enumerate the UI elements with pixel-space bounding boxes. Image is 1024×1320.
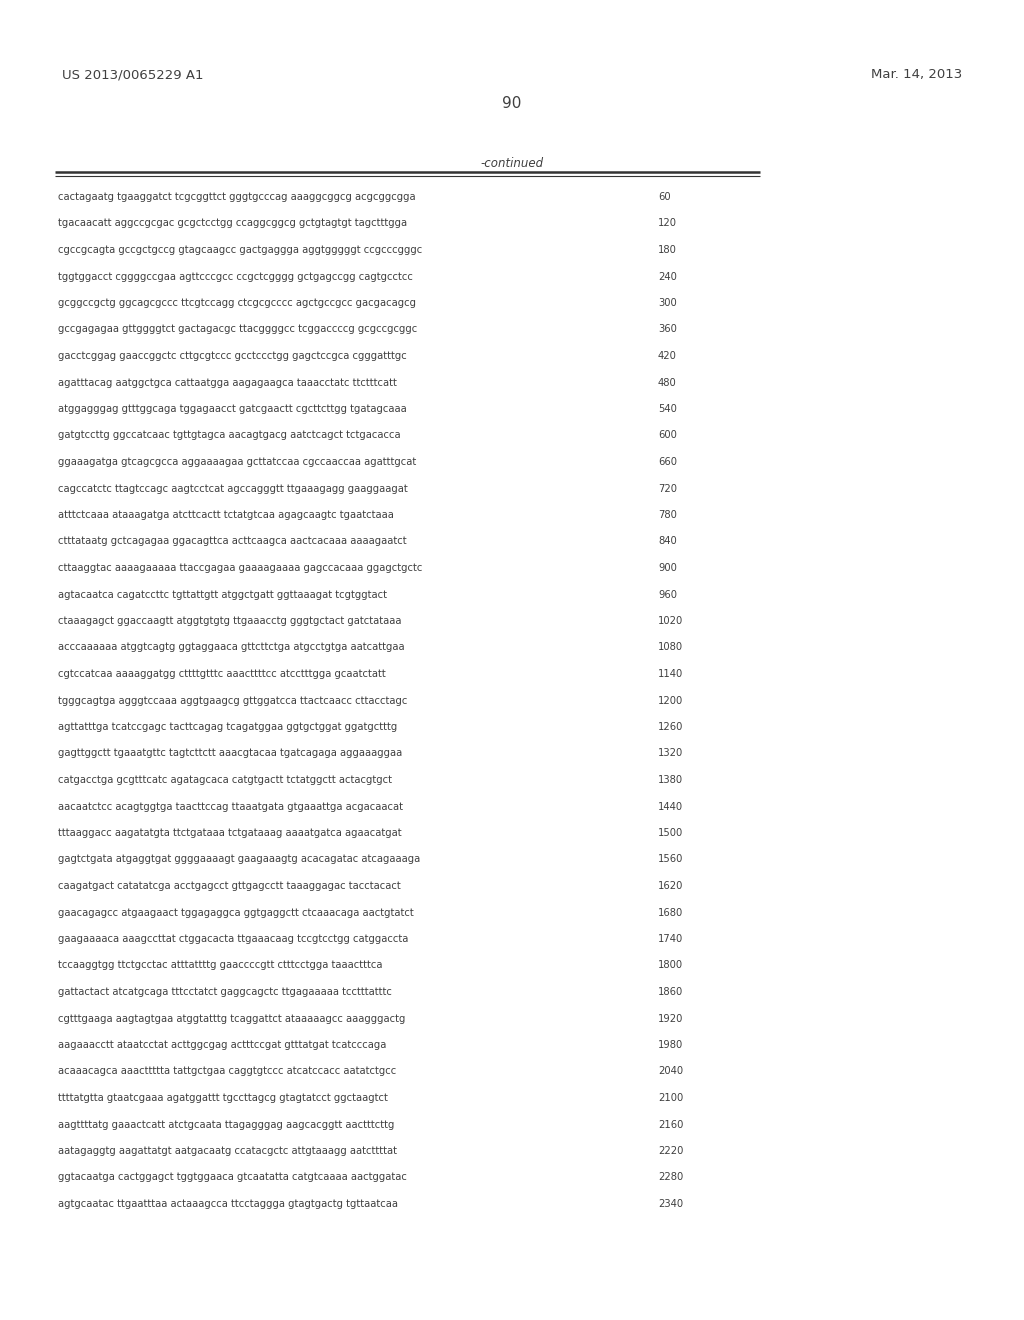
Text: 300: 300 [658,298,677,308]
Text: 2280: 2280 [658,1172,683,1183]
Text: tgacaacatt aggccgcgac gcgctcctgg ccaggcggcg gctgtagtgt tagctttgga: tgacaacatt aggccgcgac gcgctcctgg ccaggcg… [58,219,408,228]
Text: Mar. 14, 2013: Mar. 14, 2013 [870,69,962,81]
Text: gacctcggag gaaccggctc cttgcgtccc gcctccctgg gagctccgca cgggatttgc: gacctcggag gaaccggctc cttgcgtccc gcctccc… [58,351,407,360]
Text: 90: 90 [503,96,521,111]
Text: 1380: 1380 [658,775,683,785]
Text: US 2013/0065229 A1: US 2013/0065229 A1 [62,69,204,81]
Text: aagaaacctt ataatcctat acttggcgag actttccgat gtttatgat tcatcccaga: aagaaacctt ataatcctat acttggcgag actttcc… [58,1040,386,1049]
Text: 1680: 1680 [658,908,683,917]
Text: 1620: 1620 [658,880,683,891]
Text: 1140: 1140 [658,669,683,678]
Text: ctaaagagct ggaccaagtt atggtgtgtg ttgaaacctg gggtgctact gatctataaa: ctaaagagct ggaccaagtt atggtgtgtg ttgaaac… [58,616,401,626]
Text: 1320: 1320 [658,748,683,759]
Text: 120: 120 [658,219,677,228]
Text: cgtccatcaa aaaaggatgg cttttgtttc aaacttttcc atcctttgga gcaatctatt: cgtccatcaa aaaaggatgg cttttgtttc aaacttt… [58,669,386,678]
Text: aacaatctcc acagtggtga taacttccag ttaaatgata gtgaaattga acgacaacat: aacaatctcc acagtggtga taacttccag ttaaatg… [58,801,403,812]
Text: 1200: 1200 [658,696,683,705]
Text: 840: 840 [658,536,677,546]
Text: tccaaggtgg ttctgcctac atttattttg gaaccccgtt ctttcctgga taaactttca: tccaaggtgg ttctgcctac atttattttg gaacccc… [58,961,383,970]
Text: 960: 960 [658,590,677,599]
Text: agtgcaatac ttgaatttaa actaaagcca ttcctaggga gtagtgactg tgttaatcaa: agtgcaatac ttgaatttaa actaaagcca ttcctag… [58,1199,398,1209]
Text: 1980: 1980 [658,1040,683,1049]
Text: 1560: 1560 [658,854,683,865]
Text: catgacctga gcgtttcatc agatagcaca catgtgactt tctatggctt actacgtgct: catgacctga gcgtttcatc agatagcaca catgtga… [58,775,392,785]
Text: gagttggctt tgaaatgttc tagtcttctt aaacgtacaa tgatcagaga aggaaaggaa: gagttggctt tgaaatgttc tagtcttctt aaacgta… [58,748,402,759]
Text: 60: 60 [658,191,671,202]
Text: cactagaatg tgaaggatct tcgcggttct gggtgcccag aaaggcggcg acgcggcgga: cactagaatg tgaaggatct tcgcggttct gggtgcc… [58,191,416,202]
Text: 900: 900 [658,564,677,573]
Text: 240: 240 [658,272,677,281]
Text: ctttataatg gctcagagaa ggacagttca acttcaagca aactcacaaa aaaagaatct: ctttataatg gctcagagaa ggacagttca acttcaa… [58,536,407,546]
Text: tttaaggacc aagatatgta ttctgataaa tctgataaag aaaatgatca agaacatgat: tttaaggacc aagatatgta ttctgataaa tctgata… [58,828,401,838]
Text: 1020: 1020 [658,616,683,626]
Text: 2160: 2160 [658,1119,683,1130]
Text: atggagggag gtttggcaga tggagaacct gatcgaactt cgcttcttgg tgatagcaaa: atggagggag gtttggcaga tggagaacct gatcgaa… [58,404,407,414]
Text: cagccatctc ttagtccagc aagtcctcat agccagggtt ttgaaagagg gaaggaagat: cagccatctc ttagtccagc aagtcctcat agccagg… [58,483,408,494]
Text: 2040: 2040 [658,1067,683,1077]
Text: gattactact atcatgcaga tttcctatct gaggcagctc ttgagaaaaa tcctttatttc: gattactact atcatgcaga tttcctatct gaggcag… [58,987,392,997]
Text: 480: 480 [658,378,677,388]
Text: aagttttatg gaaactcatt atctgcaata ttagagggag aagcacggtt aactttcttg: aagttttatg gaaactcatt atctgcaata ttagagg… [58,1119,394,1130]
Text: tggtggacct cggggccgaa agttcccgcc ccgctcgggg gctgagccgg cagtgcctcc: tggtggacct cggggccgaa agttcccgcc ccgctcg… [58,272,413,281]
Text: gcggccgctg ggcagcgccc ttcgtccagg ctcgcgcccc agctgccgcc gacgacagcg: gcggccgctg ggcagcgccc ttcgtccagg ctcgcgc… [58,298,416,308]
Text: gaacagagcc atgaagaact tggagaggca ggtgaggctt ctcaaacaga aactgtatct: gaacagagcc atgaagaact tggagaggca ggtgagg… [58,908,414,917]
Text: gaagaaaaca aaagccttat ctggacacta ttgaaacaag tccgtcctgg catggaccta: gaagaaaaca aaagccttat ctggacacta ttgaaac… [58,935,409,944]
Text: cttaaggtac aaaagaaaaa ttaccgagaa gaaaagaaaa gagccacaaa ggagctgctc: cttaaggtac aaaagaaaaa ttaccgagaa gaaaaga… [58,564,422,573]
Text: gccgagagaa gttggggtct gactagacgc ttacggggcc tcggaccccg gcgccgcggc: gccgagagaa gttggggtct gactagacgc ttacggg… [58,325,417,334]
Text: atttctcaaa ataaagatga atcttcactt tctatgtcaa agagcaagtc tgaatctaaa: atttctcaaa ataaagatga atcttcactt tctatgt… [58,510,394,520]
Text: 1080: 1080 [658,643,683,652]
Text: 2100: 2100 [658,1093,683,1104]
Text: 2220: 2220 [658,1146,683,1156]
Text: cgccgcagta gccgctgccg gtagcaagcc gactgaggga aggtgggggt ccgcccgggc: cgccgcagta gccgctgccg gtagcaagcc gactgag… [58,246,422,255]
Text: ggtacaatga cactggagct tggtggaaca gtcaatatta catgtcaaaa aactggatac: ggtacaatga cactggagct tggtggaaca gtcaata… [58,1172,407,1183]
Text: agttatttga tcatccgagc tacttcagag tcagatggaa ggtgctggat ggatgctttg: agttatttga tcatccgagc tacttcagag tcagatg… [58,722,397,733]
Text: agatttacag aatggctgca cattaatgga aagagaagca taaacctatc ttctttcatt: agatttacag aatggctgca cattaatgga aagagaa… [58,378,397,388]
Text: 1740: 1740 [658,935,683,944]
Text: 360: 360 [658,325,677,334]
Text: ttttatgtta gtaatcgaaa agatggattt tgccttagcg gtagtatcct ggctaagtct: ttttatgtta gtaatcgaaa agatggattt tgcctta… [58,1093,388,1104]
Text: 720: 720 [658,483,677,494]
Text: 1920: 1920 [658,1014,683,1023]
Text: 1260: 1260 [658,722,683,733]
Text: ggaaagatga gtcagcgcca aggaaaagaa gcttatccaa cgccaaccaa agatttgcat: ggaaagatga gtcagcgcca aggaaaagaa gcttatc… [58,457,416,467]
Text: tgggcagtga agggtccaaa aggtgaagcg gttggatcca ttactcaacc cttacctagc: tgggcagtga agggtccaaa aggtgaagcg gttggat… [58,696,408,705]
Text: 780: 780 [658,510,677,520]
Text: 2340: 2340 [658,1199,683,1209]
Text: caagatgact catatatcga acctgagcct gttgagcctt taaaggagac tacctacact: caagatgact catatatcga acctgagcct gttgagc… [58,880,400,891]
Text: cgtttgaaga aagtagtgaa atggtatttg tcaggattct ataaaaagcc aaagggactg: cgtttgaaga aagtagtgaa atggtatttg tcaggat… [58,1014,406,1023]
Text: 1860: 1860 [658,987,683,997]
Text: 180: 180 [658,246,677,255]
Text: 600: 600 [658,430,677,441]
Text: 660: 660 [658,457,677,467]
Text: aatagaggtg aagattatgt aatgacaatg ccatacgctc attgtaaagg aatcttttat: aatagaggtg aagattatgt aatgacaatg ccatacg… [58,1146,397,1156]
Text: gatgtccttg ggccatcaac tgttgtagca aacagtgacg aatctcagct tctgacacca: gatgtccttg ggccatcaac tgttgtagca aacagtg… [58,430,400,441]
Text: gagtctgata atgaggtgat ggggaaaagt gaagaaagtg acacagatac atcagaaaga: gagtctgata atgaggtgat ggggaaaagt gaagaaa… [58,854,420,865]
Text: agtacaatca cagatccttc tgttattgtt atggctgatt ggttaaagat tcgtggtact: agtacaatca cagatccttc tgttattgtt atggctg… [58,590,387,599]
Text: 1440: 1440 [658,801,683,812]
Text: 1500: 1500 [658,828,683,838]
Text: 540: 540 [658,404,677,414]
Text: 420: 420 [658,351,677,360]
Text: 1800: 1800 [658,961,683,970]
Text: acccaaaaaa atggtcagtg ggtaggaaca gttcttctga atgcctgtga aatcattgaa: acccaaaaaa atggtcagtg ggtaggaaca gttcttc… [58,643,404,652]
Text: -continued: -continued [480,157,544,170]
Text: acaaacagca aaacttttta tattgctgaa caggtgtccc atcatccacc aatatctgcc: acaaacagca aaacttttta tattgctgaa caggtgt… [58,1067,396,1077]
